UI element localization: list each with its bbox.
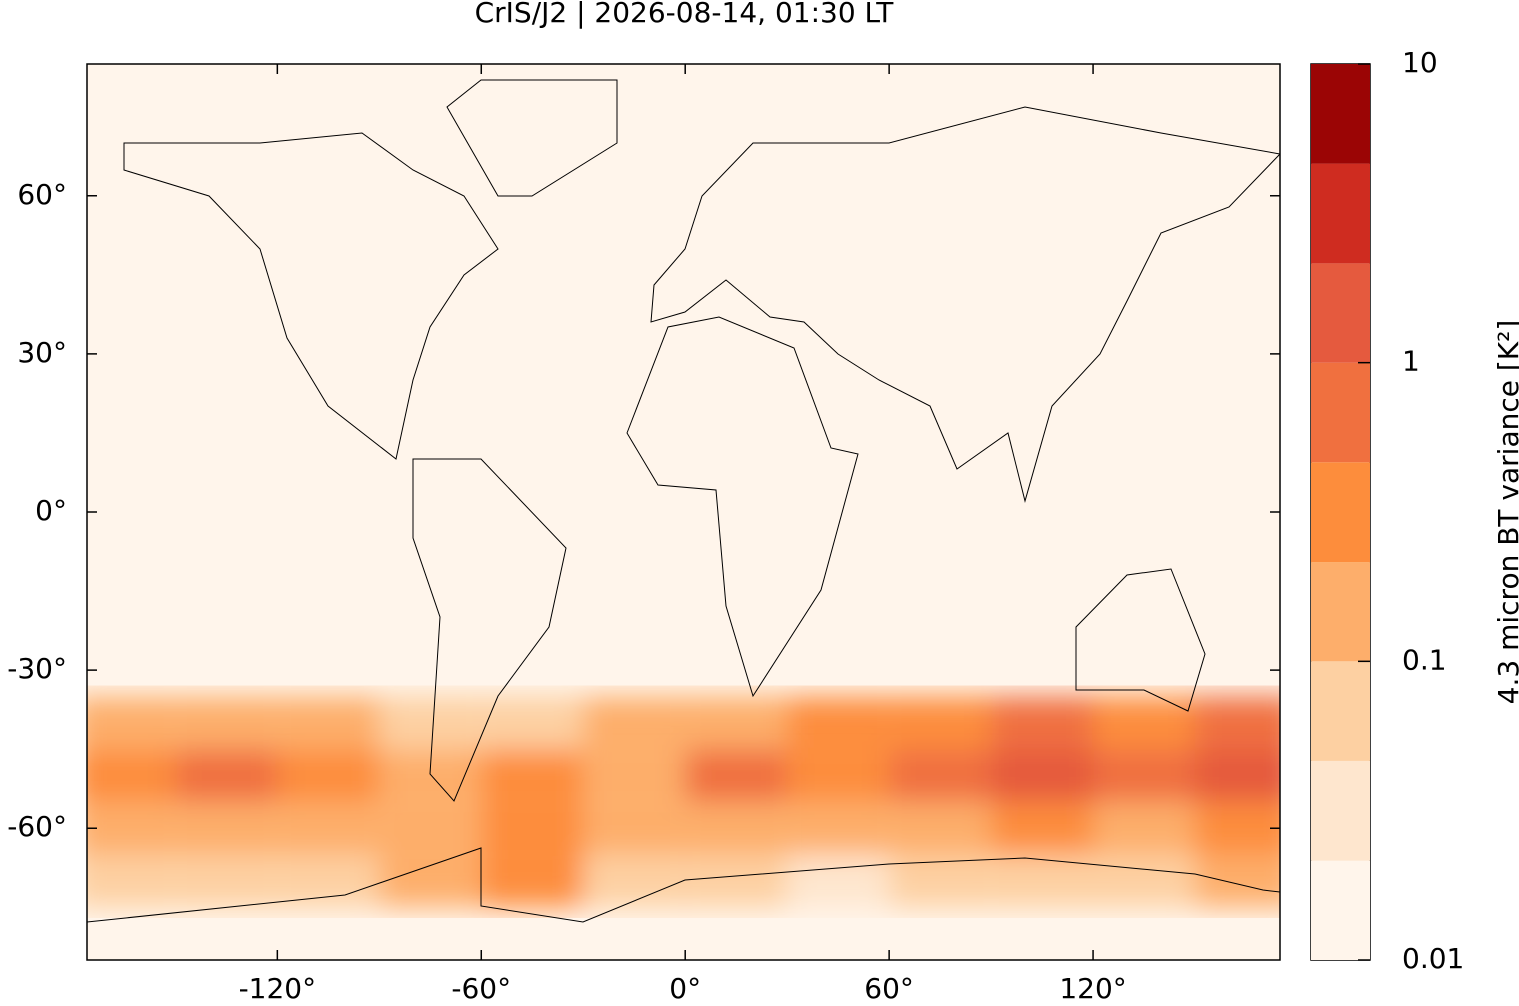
field-cell	[87, 854, 176, 908]
colorbar-band	[1311, 562, 1370, 662]
field-cell	[277, 854, 380, 908]
field-cell	[889, 854, 992, 908]
x-tick-label: -60°	[451, 972, 511, 1002]
field-cell	[1195, 696, 1280, 750]
field-cell	[787, 749, 890, 802]
field-cell	[1195, 854, 1280, 908]
coastline	[650, 106, 1280, 503]
colorbar-band	[1311, 661, 1370, 761]
field-cell	[277, 696, 380, 750]
colorbar-band	[1311, 64, 1370, 164]
field-cell	[87, 801, 176, 855]
coastline	[123, 132, 499, 460]
field-cell	[583, 854, 686, 908]
field-cell	[1093, 801, 1196, 855]
x-tick-label: 60°	[864, 972, 914, 1002]
colorbar-band	[1311, 362, 1370, 463]
colorbar-tick-label: 10	[1402, 46, 1438, 79]
field-cell	[685, 801, 788, 855]
field-cell	[481, 696, 584, 750]
coastline	[446, 79, 618, 197]
y-tick-label: 60°	[17, 178, 67, 211]
field-cell	[175, 854, 278, 908]
field-cell	[379, 696, 482, 750]
field-cell	[685, 696, 788, 750]
field-cell	[1093, 854, 1196, 908]
field-cell	[685, 854, 788, 908]
colorbar-band	[1311, 263, 1370, 363]
coastline	[87, 847, 1280, 923]
field-cell	[583, 749, 686, 802]
colorbar-label: 4.3 micron BT variance [K²]	[1492, 320, 1519, 705]
coastline	[626, 316, 859, 698]
field-cell	[481, 749, 584, 802]
field-cell	[889, 749, 992, 802]
field-cell	[379, 749, 482, 802]
field-cell	[481, 801, 584, 855]
y-tick-label: -60°	[7, 810, 67, 843]
x-tick-label: 120°	[1059, 972, 1126, 1002]
field-cell	[277, 749, 380, 802]
field-cell	[481, 854, 584, 908]
field-cell	[685, 749, 788, 802]
colorbar-band	[1311, 163, 1370, 264]
colorbar-tick-label: 0.1	[1402, 643, 1447, 676]
field-cell	[991, 854, 1094, 908]
coastlines	[87, 79, 1280, 923]
chart-title: CrIS/J2 | 2026-08-14, 01:30 LT	[475, 0, 895, 29]
field-cell	[889, 801, 992, 855]
field-cell	[87, 696, 176, 750]
y-tick-label: -30°	[7, 652, 67, 685]
field-cell	[175, 696, 278, 750]
colorbar-band	[1311, 860, 1370, 960]
field-cell	[379, 854, 482, 908]
x-tick-label: -120°	[239, 972, 317, 1002]
field-cell	[889, 696, 992, 750]
coastline	[412, 458, 567, 802]
coastline	[1075, 568, 1206, 712]
colorbar-band	[1311, 760, 1370, 861]
y-tick-label: 30°	[17, 336, 67, 369]
field-cell	[787, 696, 890, 750]
field-cell	[87, 749, 176, 802]
colorbar-tick-label: 0.01	[1402, 942, 1464, 975]
field	[87, 696, 1280, 908]
field-cell	[1195, 749, 1280, 802]
field-cell	[175, 749, 278, 802]
field-cell	[583, 696, 686, 750]
field-cell	[991, 801, 1094, 855]
field-cell	[787, 801, 890, 855]
field-cell	[277, 801, 380, 855]
x-tick-label: 0°	[669, 972, 701, 1002]
field-cell	[787, 854, 890, 908]
y-tick-label: 0°	[35, 494, 67, 527]
field-cell	[1093, 696, 1196, 750]
field-cell	[991, 749, 1094, 802]
field-cell	[1093, 749, 1196, 802]
colorbar-tick-label: 1	[1402, 345, 1420, 378]
field-cell	[175, 801, 278, 855]
field-cell	[583, 801, 686, 855]
field-cell	[991, 696, 1094, 750]
field-cell	[1195, 801, 1280, 855]
colorbar-band	[1311, 462, 1370, 563]
field-cell	[379, 801, 482, 855]
